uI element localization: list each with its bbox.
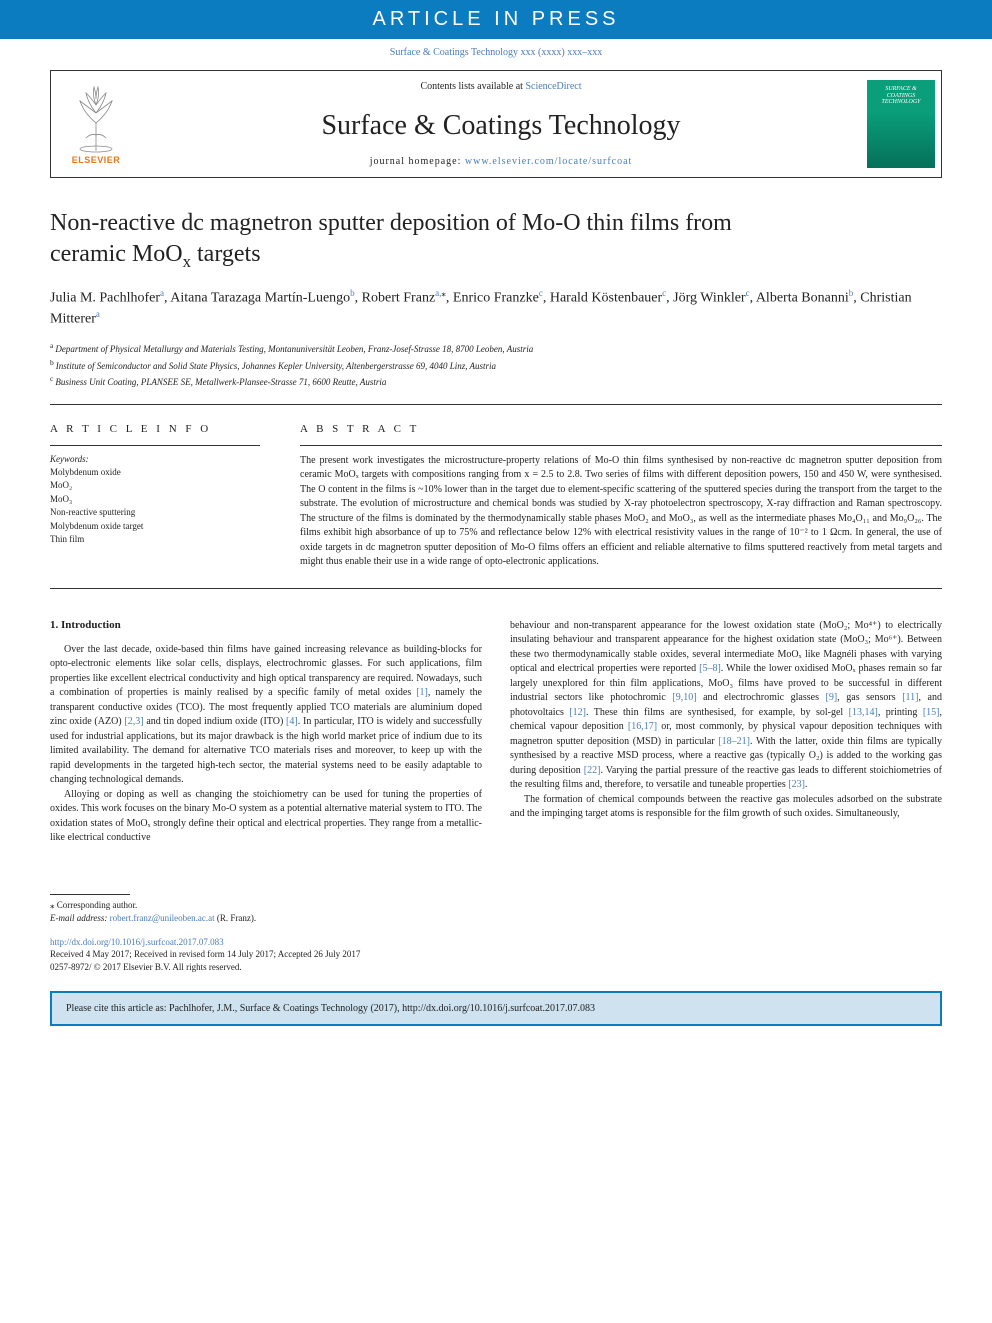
please-cite-box: Please cite this article as: Pachlhofer,… (50, 991, 942, 1026)
email-link[interactable]: robert.franz@unileoben.ac.at (110, 913, 215, 923)
keyword: Non-reactive sputtering (50, 506, 260, 520)
divider (50, 445, 260, 446)
corresponding-label: ⁎ Corresponding author. (50, 899, 942, 913)
email-label: E-mail address: (50, 913, 110, 923)
email-tail: (R. Franz). (215, 913, 257, 923)
affiliation-c: cBusiness Unit Coating, PLANSEE SE, Meta… (50, 373, 942, 390)
abstract-block: A B S T R A C T The present work investi… (300, 423, 942, 570)
abstract-text: The present work investigates the micros… (300, 454, 942, 570)
footer-rule (50, 894, 130, 895)
article-in-press-banner: ARTICLE IN PRESS (0, 0, 992, 39)
corresponding-author-footer: ⁎ Corresponding author. E-mail address: … (50, 886, 942, 926)
abstract-label: A B S T R A C T (300, 423, 942, 435)
keywords-list: Molybdenum oxide MoO₂ MoO₃ Non-reactive … (50, 466, 260, 547)
keywords-label: Keywords: (50, 454, 260, 464)
affiliations-block: aDepartment of Physical Metallurgy and M… (50, 340, 942, 390)
journal-ref-link[interactable]: Surface & Coatings Technology xxx (xxxx)… (390, 47, 602, 58)
journal-reference-line: Surface & Coatings Technology xxx (xxxx)… (0, 39, 992, 70)
doi-link[interactable]: http://dx.doi.org/10.1016/j.surfcoat.201… (50, 937, 224, 947)
cover-image-label: SURFACE & COATINGS TECHNOLOGY (871, 86, 931, 106)
affiliation-b: bInstitute of Semiconductor and Solid St… (50, 357, 942, 374)
paragraph: Alloying or doping as well as changing t… (50, 788, 482, 846)
body-column-right: behaviour and non-transparent appearance… (510, 619, 942, 846)
article-meta-row: A R T I C L E I N F O Keywords: Molybden… (50, 411, 942, 582)
divider (50, 588, 942, 589)
paragraph: Over the last decade, oxide-based thin f… (50, 643, 482, 788)
homepage-prefix: journal homepage: (370, 156, 465, 167)
contents-prefix: Contents lists available at (420, 81, 525, 92)
article-info-block: A R T I C L E I N F O Keywords: Molybden… (50, 423, 260, 570)
journal-homepage-line: journal homepage: www.elsevier.com/locat… (161, 156, 841, 167)
paragraph: behaviour and non-transparent appearance… (510, 619, 942, 793)
banner-text: ARTICLE IN PRESS (372, 8, 619, 30)
title-subscript: x (183, 252, 191, 271)
keyword: MoO₃ (50, 493, 260, 507)
homepage-link[interactable]: www.elsevier.com/locate/surfcoat (465, 156, 632, 167)
authors-list: Julia M. Pachlhofera, Aitana Tarazaga Ma… (50, 287, 942, 330)
section-heading-introduction: 1. Introduction (50, 619, 482, 631)
keyword: MoO₂ (50, 479, 260, 493)
title-line2: ceramic MoO (50, 241, 183, 267)
journal-cover-thumbnail: SURFACE & COATINGS TECHNOLOGY (861, 71, 941, 177)
body-column-left: 1. Introduction Over the last decade, ox… (50, 619, 482, 846)
elsevier-wordmark: ELSEVIER (72, 155, 121, 165)
paragraph: The formation of chemical compounds betw… (510, 793, 942, 822)
copyright-line: 0257-8972/ © 2017 Elsevier B.V. All righ… (50, 961, 942, 974)
doi-block: http://dx.doi.org/10.1016/j.surfcoat.201… (50, 936, 942, 974)
journal-title: Surface & Coatings Technology (161, 110, 841, 142)
article-info-label: A R T I C L E I N F O (50, 423, 260, 435)
article-content: Non-reactive dc magnetron sputter deposi… (0, 178, 992, 846)
keyword: Thin film (50, 533, 260, 547)
cover-image: SURFACE & COATINGS TECHNOLOGY (867, 80, 935, 168)
article-title: Non-reactive dc magnetron sputter deposi… (50, 208, 942, 273)
divider (300, 445, 942, 446)
elsevier-tree-icon (66, 83, 126, 153)
body-text-left: Over the last decade, oxide-based thin f… (50, 643, 482, 846)
sciencedirect-link[interactable]: ScienceDirect (525, 81, 581, 92)
elsevier-logo-block: ELSEVIER (51, 71, 141, 177)
title-tail: targets (191, 241, 261, 267)
email-line: E-mail address: robert.franz@unileoben.a… (50, 912, 942, 926)
keyword: Molybdenum oxide (50, 466, 260, 480)
contents-lists-line: Contents lists available at ScienceDirec… (161, 81, 841, 92)
body-two-columns: 1. Introduction Over the last decade, ox… (50, 619, 942, 846)
divider (50, 404, 942, 405)
affiliation-a: aDepartment of Physical Metallurgy and M… (50, 340, 942, 357)
body-text-right: behaviour and non-transparent appearance… (510, 619, 942, 822)
received-line: Received 4 May 2017; Received in revised… (50, 948, 942, 961)
title-line1: Non-reactive dc magnetron sputter deposi… (50, 210, 732, 236)
cite-text: Please cite this article as: Pachlhofer,… (66, 1003, 595, 1014)
journal-header-box: ELSEVIER Contents lists available at Sci… (50, 70, 942, 178)
keyword: Molybdenum oxide target (50, 520, 260, 534)
header-center: Contents lists available at ScienceDirec… (141, 71, 861, 177)
